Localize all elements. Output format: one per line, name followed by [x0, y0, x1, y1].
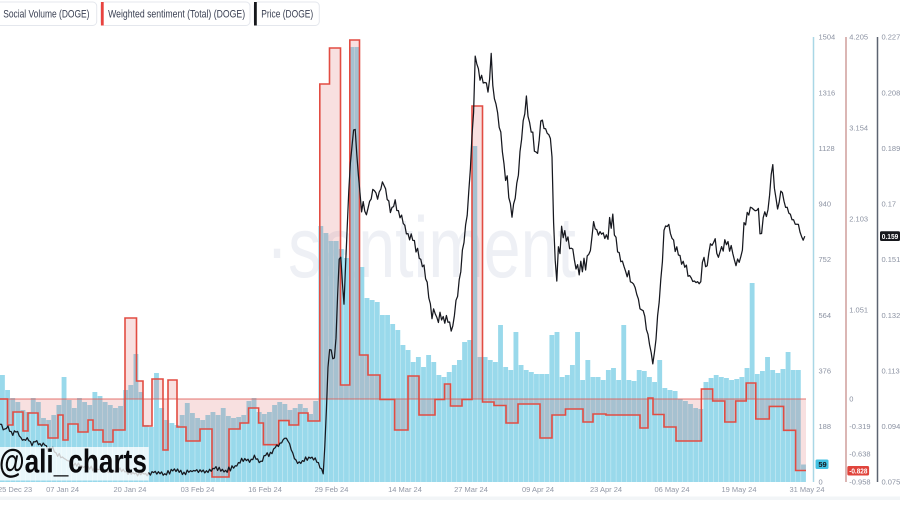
svg-text:-0.319: -0.319: [849, 422, 870, 431]
svg-text:-0.638: -0.638: [849, 450, 870, 459]
svg-text:Social Volume (DOGE): Social Volume (DOGE): [3, 9, 89, 21]
svg-text:3.154: 3.154: [849, 124, 868, 133]
svg-text:16 Feb 24: 16 Feb 24: [248, 485, 282, 494]
svg-text:1316: 1316: [819, 88, 836, 97]
svg-text:09 Apr 24: 09 Apr 24: [522, 485, 554, 494]
svg-text:0.151: 0.151: [882, 255, 900, 264]
svg-text:564: 564: [819, 311, 832, 320]
svg-text:1.051: 1.051: [849, 306, 868, 315]
svg-text:07 Jan 24: 07 Jan 24: [46, 485, 79, 494]
svg-text:·santiment: ·santiment: [266, 200, 576, 296]
svg-text:0.159: 0.159: [882, 232, 899, 241]
svg-text:31 May 24: 31 May 24: [789, 485, 824, 494]
svg-text:940: 940: [819, 200, 832, 209]
svg-text:0.075: 0.075: [882, 478, 900, 487]
svg-text:Price (DOGE): Price (DOGE): [261, 9, 313, 21]
svg-text:4.205: 4.205: [849, 33, 868, 42]
svg-text:19 May 24: 19 May 24: [721, 485, 756, 494]
svg-text:23 Apr 24: 23 Apr 24: [590, 485, 622, 494]
svg-text:0: 0: [849, 395, 853, 404]
svg-text:0.227: 0.227: [882, 33, 900, 42]
svg-text:20 Jan 24: 20 Jan 24: [114, 485, 147, 494]
svg-text:188: 188: [819, 422, 832, 431]
svg-text:-0.958: -0.958: [849, 478, 870, 487]
svg-text:376: 376: [819, 367, 832, 376]
svg-text:03 Feb 24: 03 Feb 24: [181, 485, 215, 494]
svg-text:0.094: 0.094: [882, 422, 900, 431]
svg-text:1504: 1504: [819, 33, 836, 42]
svg-text:-0.828: -0.828: [849, 466, 867, 475]
svg-text:0.189: 0.189: [882, 144, 900, 153]
svg-text:25 Dec 23: 25 Dec 23: [0, 485, 32, 494]
svg-text:752: 752: [819, 255, 832, 264]
svg-text:27 Mar 24: 27 Mar 24: [454, 485, 488, 494]
svg-text:06 May 24: 06 May 24: [654, 485, 689, 494]
svg-text:59: 59: [818, 460, 826, 469]
svg-text:0.208: 0.208: [882, 88, 900, 97]
svg-text:14 Mar 24: 14 Mar 24: [388, 485, 422, 494]
svg-text:1128: 1128: [819, 144, 835, 153]
svg-text:2.103: 2.103: [849, 215, 868, 224]
svg-text:29 Feb 24: 29 Feb 24: [315, 485, 349, 494]
svg-text:@ali_charts: @ali_charts: [0, 443, 147, 480]
svg-text:Weighted sentiment (Total) (DO: Weighted sentiment (Total) (DOGE): [108, 9, 245, 21]
svg-text:0.113: 0.113: [882, 367, 900, 376]
svg-text:0.132: 0.132: [882, 311, 900, 320]
svg-text:0.17: 0.17: [882, 200, 897, 209]
